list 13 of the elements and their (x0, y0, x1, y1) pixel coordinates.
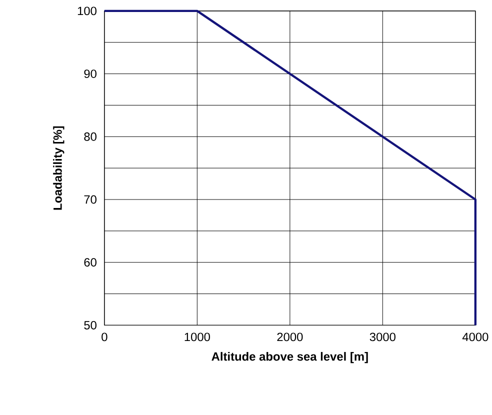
y-axis-title: Loadability [%] (53, 126, 64, 210)
y-tick-label: 50 (84, 321, 96, 330)
x-tick-label: 0 (102, 332, 108, 342)
y-tick-label: 90 (84, 70, 96, 78)
x-axis-title: Altitude above sea level [m] (212, 352, 368, 364)
y-tick-label: 80 (84, 132, 96, 141)
y-tick-label: 60 (84, 258, 96, 267)
y-tick-label: 100 (78, 6, 96, 16)
x-tick-label: 4000 (462, 332, 488, 342)
x-tick-label: 1000 (184, 332, 210, 342)
x-tick-label: 3000 (370, 332, 396, 342)
y-tick-label: 70 (84, 195, 96, 204)
x-tick-label: 2000 (277, 332, 303, 342)
